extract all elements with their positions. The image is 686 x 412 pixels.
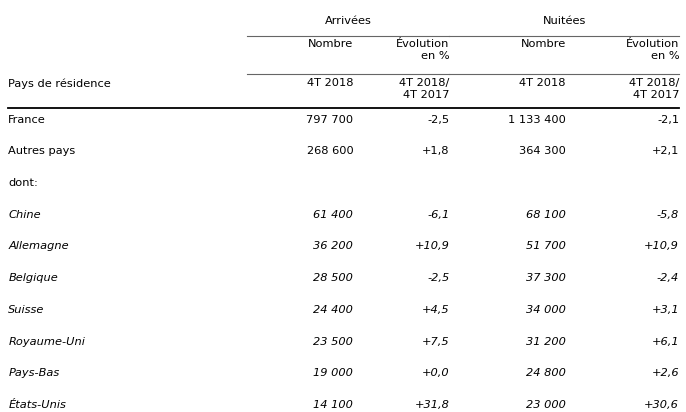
Text: -2,5: -2,5 xyxy=(427,273,449,283)
Text: 797 700: 797 700 xyxy=(306,115,353,124)
Text: 31 200: 31 200 xyxy=(526,337,566,346)
Text: +0,0: +0,0 xyxy=(422,368,449,378)
Text: 37 300: 37 300 xyxy=(526,273,566,283)
Text: Nombre: Nombre xyxy=(521,39,566,49)
Text: 14 100: 14 100 xyxy=(314,400,353,410)
Text: 1 133 400: 1 133 400 xyxy=(508,115,566,124)
Text: 24 800: 24 800 xyxy=(526,368,566,378)
Text: Allemagne: Allemagne xyxy=(8,241,69,251)
Text: +7,5: +7,5 xyxy=(422,337,449,346)
Text: États-Unis: États-Unis xyxy=(8,400,66,410)
Text: -2,5: -2,5 xyxy=(427,115,449,124)
Text: +10,9: +10,9 xyxy=(644,241,679,251)
Text: 23 000: 23 000 xyxy=(526,400,566,410)
Text: 268 600: 268 600 xyxy=(307,146,353,156)
Text: 24 400: 24 400 xyxy=(314,305,353,315)
Text: Évolution
en %: Évolution en % xyxy=(396,39,449,61)
Text: Autres pays: Autres pays xyxy=(8,146,75,156)
Text: 68 100: 68 100 xyxy=(526,210,566,220)
Text: 51 700: 51 700 xyxy=(526,241,566,251)
Text: dont:: dont: xyxy=(8,178,38,188)
Text: +1,8: +1,8 xyxy=(422,146,449,156)
Text: 4T 2018: 4T 2018 xyxy=(307,78,353,88)
Text: Chine: Chine xyxy=(8,210,41,220)
Text: Nuitées: Nuitées xyxy=(543,16,586,26)
Text: +3,1: +3,1 xyxy=(652,305,679,315)
Text: Royaume-Uni: Royaume-Uni xyxy=(8,337,85,346)
Text: Pays-Bas: Pays-Bas xyxy=(8,368,60,378)
Text: Nombre: Nombre xyxy=(308,39,353,49)
Text: -2,1: -2,1 xyxy=(657,115,679,124)
Text: France: France xyxy=(8,115,46,124)
Text: 364 300: 364 300 xyxy=(519,146,566,156)
Text: 4T 2018/
4T 2017: 4T 2018/ 4T 2017 xyxy=(629,78,679,100)
Text: -5,8: -5,8 xyxy=(657,210,679,220)
Text: Évolution
en %: Évolution en % xyxy=(626,39,679,61)
Text: +2,6: +2,6 xyxy=(652,368,679,378)
Text: 61 400: 61 400 xyxy=(314,210,353,220)
Text: 4T 2018/
4T 2017: 4T 2018/ 4T 2017 xyxy=(399,78,449,100)
Text: -6,1: -6,1 xyxy=(427,210,449,220)
Text: +10,9: +10,9 xyxy=(414,241,449,251)
Text: +4,5: +4,5 xyxy=(422,305,449,315)
Text: Arrivées: Arrivées xyxy=(324,16,372,26)
Text: Pays de résidence: Pays de résidence xyxy=(8,78,111,89)
Text: 36 200: 36 200 xyxy=(314,241,353,251)
Text: +30,6: +30,6 xyxy=(644,400,679,410)
Text: +31,8: +31,8 xyxy=(414,400,449,410)
Text: Belgique: Belgique xyxy=(8,273,58,283)
Text: 4T 2018: 4T 2018 xyxy=(519,78,566,88)
Text: -2,4: -2,4 xyxy=(657,273,679,283)
Text: 28 500: 28 500 xyxy=(314,273,353,283)
Text: 34 000: 34 000 xyxy=(526,305,566,315)
Text: 19 000: 19 000 xyxy=(314,368,353,378)
Text: +2,1: +2,1 xyxy=(652,146,679,156)
Text: Suisse: Suisse xyxy=(8,305,45,315)
Text: +6,1: +6,1 xyxy=(652,337,679,346)
Text: 23 500: 23 500 xyxy=(314,337,353,346)
